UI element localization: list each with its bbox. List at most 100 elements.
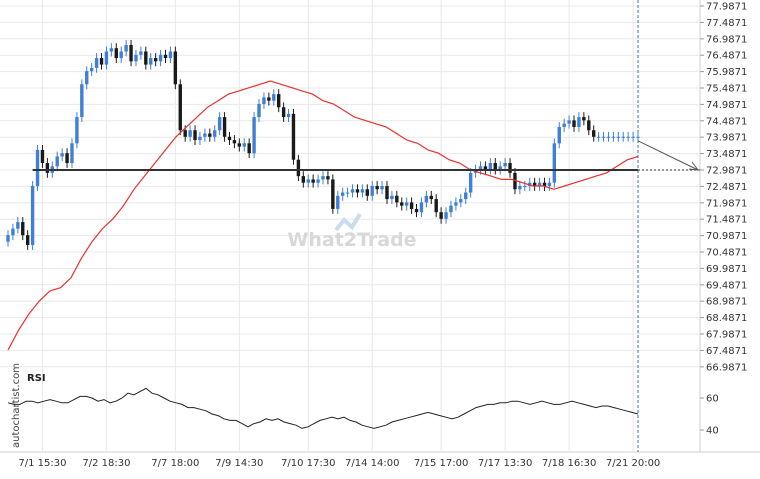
candle-body <box>326 176 330 180</box>
candle-body <box>35 149 40 186</box>
candle-body <box>528 182 532 186</box>
moving-average-line <box>7 80 639 351</box>
candle-body <box>306 179 310 183</box>
candle-body <box>587 120 591 131</box>
candle-body <box>552 143 557 183</box>
candle-body <box>636 136 640 138</box>
candle-body <box>424 195 429 203</box>
candle-body <box>449 205 453 213</box>
candle-body <box>596 136 601 138</box>
candle-body <box>193 130 197 141</box>
candle-body <box>222 117 227 137</box>
candle-body <box>404 202 409 206</box>
candle-body <box>16 222 20 229</box>
candle-body <box>577 117 581 127</box>
candle-body <box>547 182 552 186</box>
candle-body <box>232 140 237 144</box>
candle-body <box>296 159 301 177</box>
candle-body <box>380 185 384 190</box>
candle-body <box>134 54 138 62</box>
candle-body <box>345 192 350 194</box>
candle-body <box>85 71 89 85</box>
candle-body <box>468 172 473 193</box>
candle-body <box>272 94 276 101</box>
candle-body <box>163 54 168 59</box>
candle-body <box>350 189 355 193</box>
candle-body <box>286 113 291 118</box>
y-tick-label: 70.4871 <box>706 248 747 259</box>
candle-body <box>21 222 25 236</box>
x-tick-label: 7/21 20:00 <box>606 458 660 469</box>
candle-body <box>503 163 507 167</box>
candle-body <box>464 192 468 200</box>
candle-body <box>483 166 488 170</box>
candle-body <box>109 48 114 52</box>
y-tick-label: 73.4871 <box>706 149 747 160</box>
candle-body <box>355 189 360 193</box>
candle-body <box>498 166 502 170</box>
candle-body <box>365 189 369 196</box>
candle-body <box>513 172 517 190</box>
candle-body <box>80 84 84 118</box>
watermark: What2Trade <box>287 229 416 251</box>
candle-body <box>321 176 325 180</box>
candle-body <box>478 166 483 170</box>
x-tick-label: 7/14 14:00 <box>345 458 399 469</box>
candle-body <box>567 120 571 124</box>
candle-body <box>6 235 10 242</box>
x-tick-label: 7/15 17:00 <box>414 458 468 469</box>
candle-body <box>385 185 389 200</box>
candle-body <box>390 195 394 200</box>
candle-body <box>247 143 251 154</box>
y-tick-label: 76.9871 <box>706 34 747 45</box>
candle-body <box>139 51 143 55</box>
rsi-label: RSI <box>27 373 46 384</box>
x-tick-label: 7/17 13:30 <box>478 458 532 469</box>
candle-body <box>227 136 232 141</box>
x-tick-label: 7/10 17:30 <box>281 458 335 469</box>
y-tick-label: 71.9871 <box>706 198 747 209</box>
x-tick-label: 7/1 15:30 <box>18 458 66 469</box>
candle-body <box>532 182 537 186</box>
candle-body <box>252 117 256 154</box>
candle-body <box>400 202 404 206</box>
candle-body <box>518 185 522 190</box>
candle-body <box>493 163 497 170</box>
x-tick-label: 7/9 14:30 <box>215 458 263 469</box>
y-tick-label: 68.4871 <box>706 313 747 324</box>
y-tick-label: 68.9871 <box>706 297 747 308</box>
candle-body <box>203 133 207 137</box>
y-tick-label: 72.9871 <box>706 166 747 177</box>
candle-body <box>75 117 79 144</box>
x-tick-label: 7/2 18:30 <box>82 458 130 469</box>
candle-body <box>124 44 128 52</box>
candle-body <box>429 195 433 200</box>
candle-body <box>572 120 576 127</box>
candle-body <box>178 84 182 131</box>
candle-body <box>340 192 345 196</box>
candle-body <box>119 51 123 59</box>
candle-body <box>104 51 109 65</box>
candle-body <box>409 202 414 209</box>
candle-body <box>94 58 99 68</box>
candle-body <box>419 202 424 213</box>
y-tick-label: 76.4871 <box>706 51 747 62</box>
candle-body <box>25 235 30 246</box>
candle-body <box>65 153 69 164</box>
candle-body <box>188 130 192 137</box>
candle-body <box>336 195 340 209</box>
candle-body <box>129 44 133 62</box>
candle-body <box>616 136 621 138</box>
x-tick-label: 7/18 16:30 <box>542 458 596 469</box>
candle-body <box>213 130 217 137</box>
candle-body <box>45 163 50 173</box>
candle-body <box>562 123 566 127</box>
y-tick-label: 73.9871 <box>706 133 747 144</box>
candle-body <box>281 107 286 118</box>
candle-body <box>454 202 458 206</box>
candle-body <box>277 94 281 108</box>
candle-body <box>375 185 379 190</box>
candle-body <box>626 136 630 138</box>
projection-arrow-head <box>688 161 700 171</box>
